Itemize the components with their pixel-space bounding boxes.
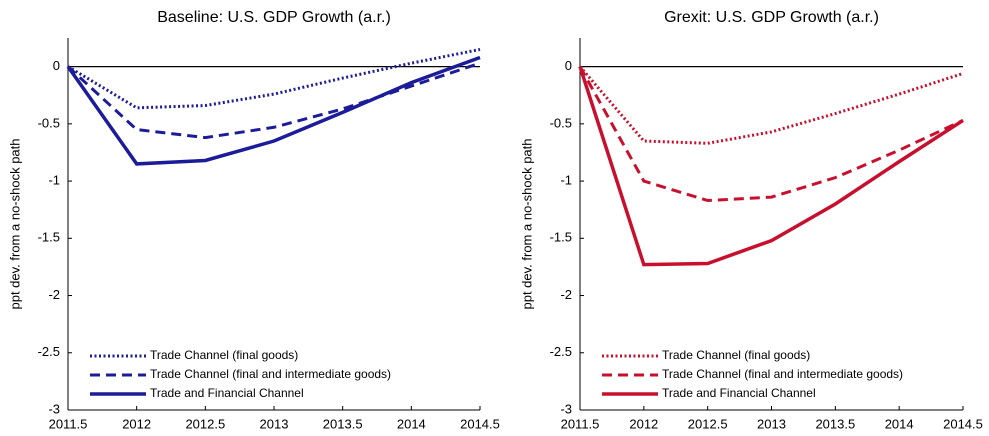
series-line [66,61,481,140]
y-tick-label: -2.5 [38,344,60,359]
x-tick-label: 2011.5 [49,416,88,431]
x-tick-label: 2011.5 [561,416,600,431]
y-tick-label: -1.5 [550,230,572,245]
chart-title: Baseline: U.S. GDP Growth (a.r.) [157,9,391,26]
y-tick-label: -3 [560,401,572,416]
legend-label: Trade Channel (final goods) [150,348,298,362]
y-tick-label: -0.5 [38,115,60,130]
legend-label: Trade Channel (final and intermediate go… [662,367,903,381]
legend-label: Trade and Financial Channel [662,386,816,400]
x-tick-label: 2012 [629,416,658,431]
x-tick-label: 2014.5 [943,416,983,431]
series-line [578,66,964,267]
y-tick-label: -0.5 [550,115,572,130]
y-axis-label: ppt dev. from a no-shock path [7,138,22,309]
x-tick-label: 2013 [757,416,786,431]
x-tick-label: 2012.5 [185,416,225,431]
x-tick-label: 2014 [397,416,426,431]
y-tick-label: -2 [560,287,572,302]
y-axis-label: ppt dev. from a no-shock path [519,138,534,309]
y-tick-label: -3 [48,401,60,416]
x-tick-label: 2014 [885,416,914,431]
y-tick-label: -2.5 [550,344,572,359]
series-line [578,65,964,203]
y-tick-label: -2 [48,287,60,302]
y-tick-label: -1 [560,173,572,188]
x-tick-label: 2013 [260,416,289,431]
chart-title: Grexit: U.S. GDP Growth (a.r.) [664,9,879,26]
y-tick-label: 0 [565,58,572,73]
legend-label: Trade Channel (final and intermediate go… [150,367,391,381]
y-tick-label: -1.5 [38,230,60,245]
x-tick-label: 2014.5 [460,416,500,431]
series-line [66,55,481,166]
x-tick-label: 2012.5 [688,416,728,431]
y-tick-label: 0 [53,58,60,73]
x-tick-label: 2013.5 [323,416,363,431]
legend-label: Trade Channel (final goods) [662,348,810,362]
x-tick-label: 2012 [122,416,151,431]
x-tick-label: 2013.5 [815,416,855,431]
series-line [578,65,964,145]
y-tick-label: -1 [48,173,60,188]
legend-label: Trade and Financial Channel [150,386,304,400]
